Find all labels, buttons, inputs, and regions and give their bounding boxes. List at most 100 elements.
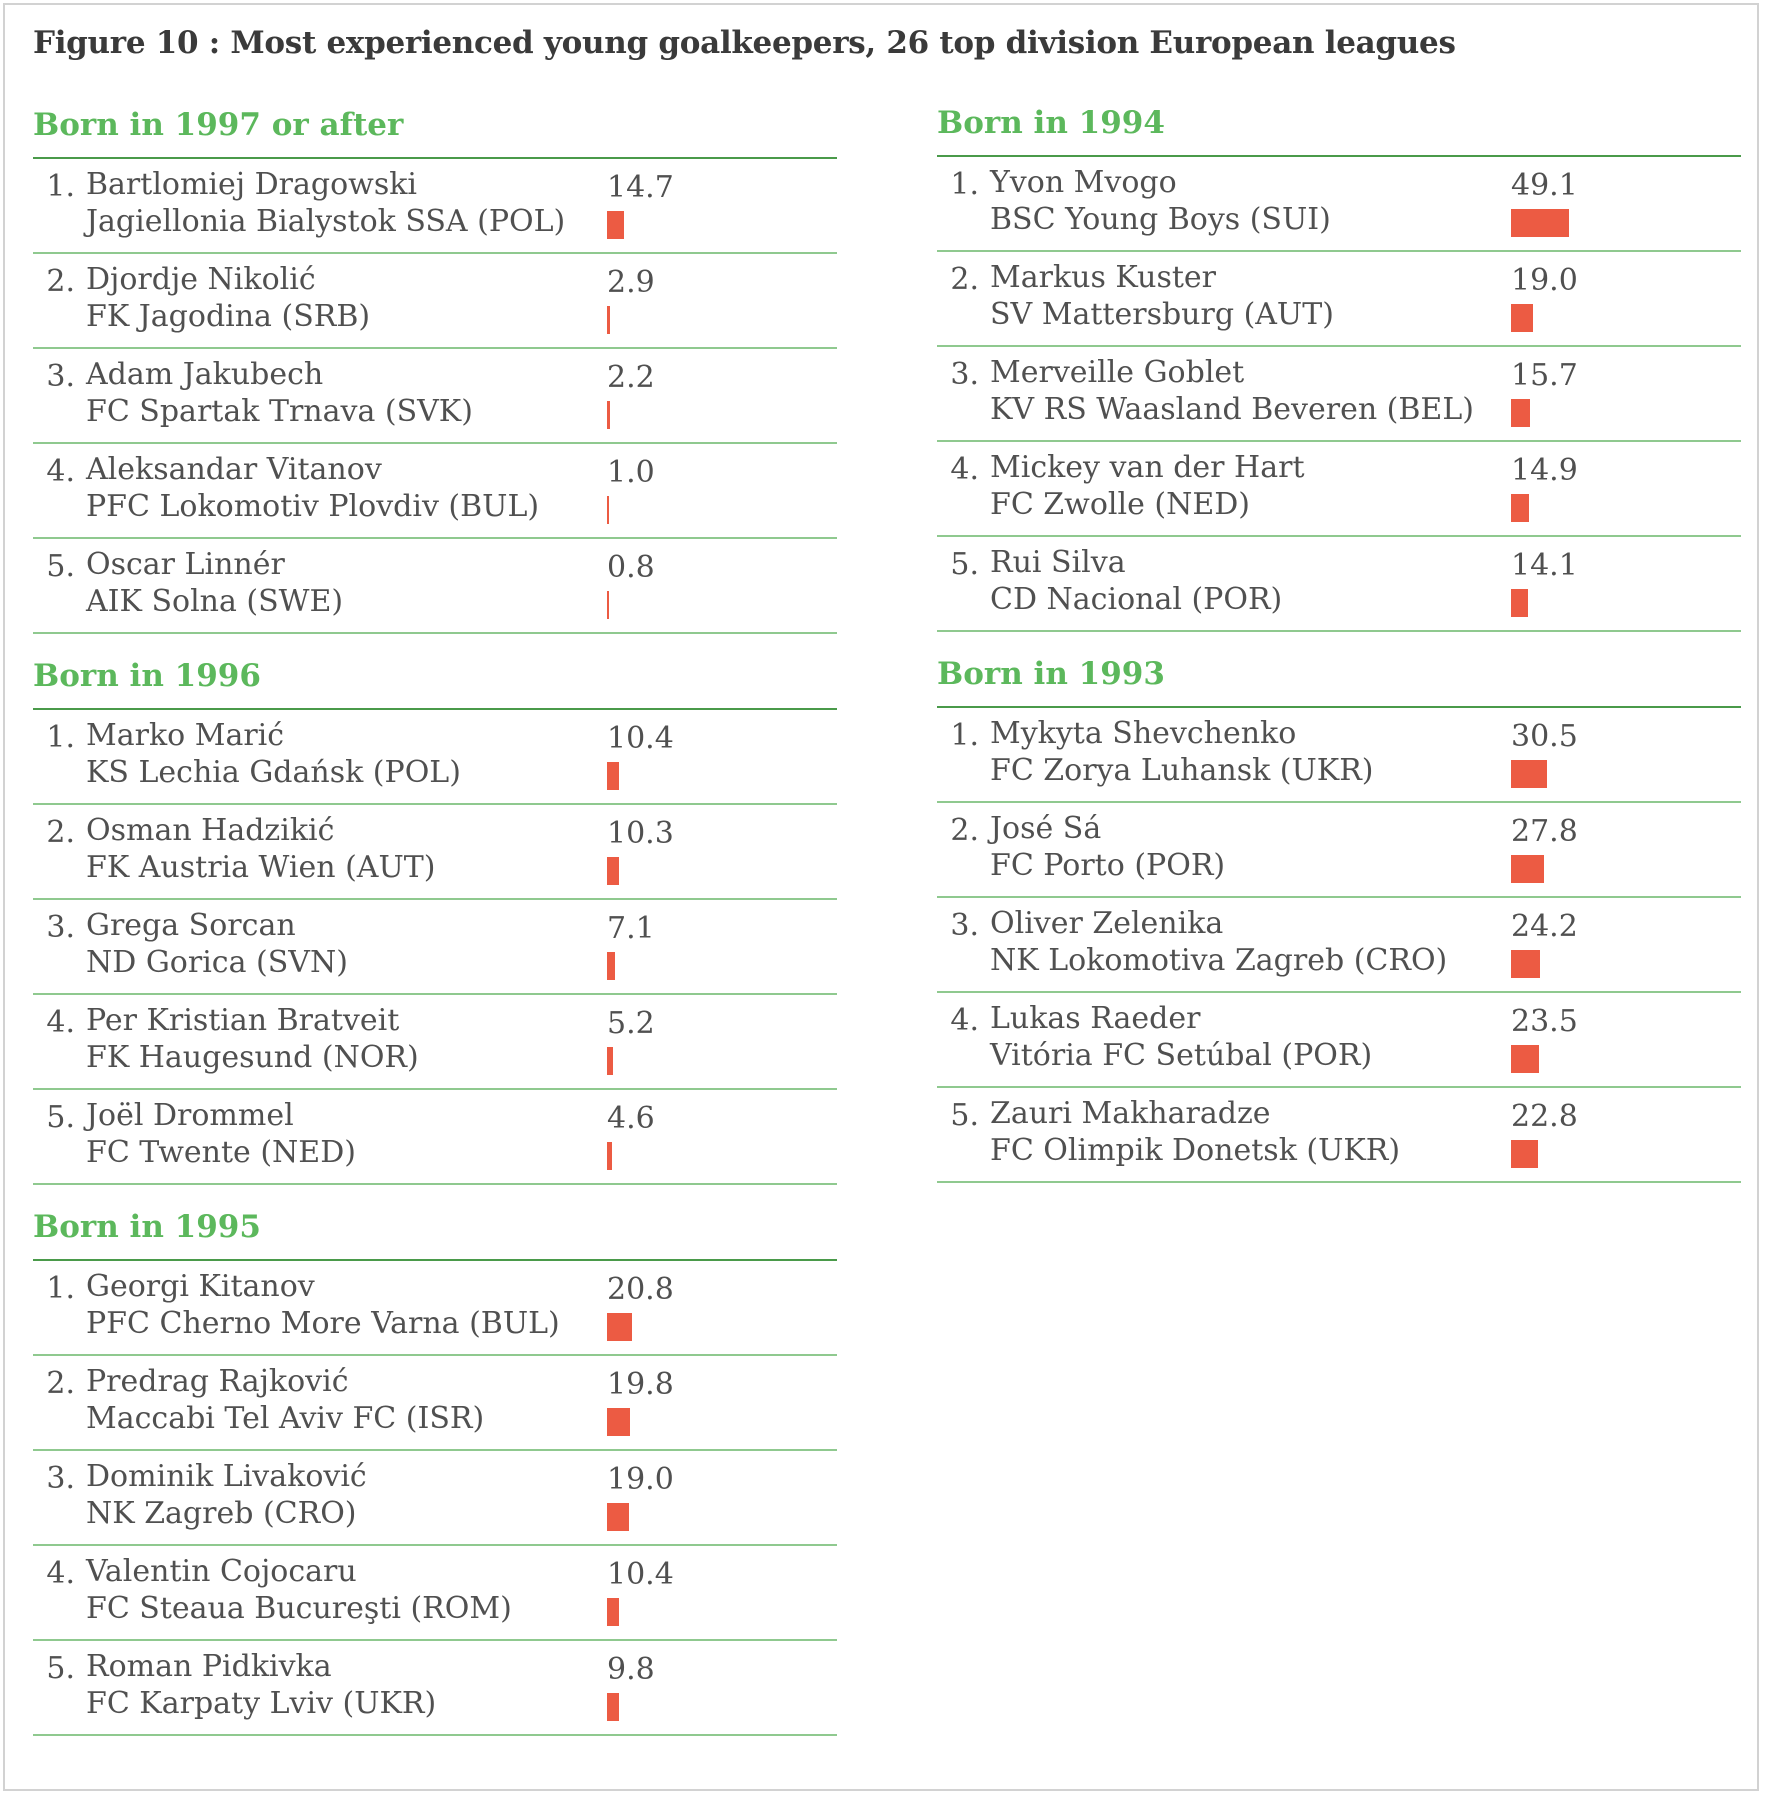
value-label: 19.8: [607, 1367, 674, 1402]
group-2: Born in 1995 1. Georgi Kitanov PFC Cherno M…: [33, 1205, 837, 1736]
club-name: NK Lokomotiva Zagreb (CRO): [990, 943, 1448, 978]
player-name: Dominik Livaković: [86, 1459, 367, 1494]
bar: [1511, 760, 1547, 788]
bar: [607, 496, 609, 524]
player-name: Valentin Cojocaru: [86, 1554, 357, 1589]
rank-label: 2.: [46, 1366, 75, 1401]
player-name: Roman Pidkivka: [86, 1649, 332, 1684]
list-item: 5. Joël Drommel FC Twente (NED) 4.6: [33, 1090, 837, 1185]
bar: [1511, 855, 1544, 883]
player-name: Rui Silva: [990, 545, 1126, 580]
list-item: 4. Lukas Raeder Vitória FC Setúbal (POR) 23…: [937, 993, 1741, 1088]
player-name: Lukas Raeder: [990, 1001, 1201, 1036]
player-name: Djordje Nikolić: [86, 262, 316, 297]
player-name: Marko Marić: [86, 718, 285, 753]
player-name: Bartlomiej Dragowski: [86, 167, 418, 202]
group-title: Born in 1993: [937, 652, 1741, 708]
rank-label: 1.: [46, 169, 75, 204]
value-label: 7.1: [607, 911, 655, 946]
bar: [607, 762, 620, 790]
list-item: 2. Predrag Rajković Maccabi Tel Aviv FC (I…: [33, 1356, 837, 1451]
bar: [607, 1408, 631, 1436]
bar: [1511, 304, 1534, 332]
group-title: Born in 1997 or after: [33, 103, 837, 159]
club-name: FC Steaua Bucureşti (ROM): [86, 1591, 512, 1626]
list-item: 4. Per Kristian Bratveit FK Haugesund (NOR…: [33, 995, 837, 1090]
bar: [607, 211, 625, 239]
group-1: Born in 1996 1. Marko Marić KS Lechia Gdańs…: [33, 654, 837, 1185]
list-item: 4. Valentin Cojocaru FC Steaua Bucureşti (…: [33, 1546, 837, 1641]
rank-label: 4.: [950, 1003, 979, 1038]
list-item: 5. Zauri Makharadze FC Olimpik Donetsk (UK…: [937, 1088, 1741, 1183]
player-name: Mickey van der Hart: [990, 450, 1305, 485]
rank-label: 5.: [46, 549, 75, 584]
rank-label: 4.: [46, 1005, 75, 1040]
player-name: Georgi Kitanov: [86, 1269, 315, 1304]
club-name: NK Zagreb (CRO): [86, 1496, 357, 1531]
club-name: PFC Lokomotiv Plovdiv (BUL): [86, 489, 540, 524]
club-name: FC Zorya Luhansk (UKR): [990, 753, 1374, 788]
group-0: Born in 1997 or after 1. Bartlomiej Dragow…: [33, 103, 837, 634]
value-label: 4.6: [607, 1101, 655, 1136]
list-item: 4. Mickey van der Hart FC Zwolle (NED) 14.9: [937, 442, 1741, 537]
club-name: FK Haugesund (NOR): [86, 1040, 419, 1075]
list-item: 1. Mykyta Shevchenko FC Zorya Luhansk (UKR…: [937, 708, 1741, 803]
bar: [607, 1598, 620, 1626]
group-title: Born in 1996: [33, 654, 837, 710]
list-item: 2. Osman Hadzikić FK Austria Wien (AUT) 10.…: [33, 805, 837, 900]
club-name: FC Twente (NED): [86, 1135, 356, 1170]
left-column: Born in 1997 or after 1. Bartlomiej Dragow…: [33, 103, 837, 1736]
club-name: FC Porto (POR): [990, 848, 1226, 883]
rank-label: 5.: [46, 1100, 75, 1135]
club-name: Jagiellonia Bialystok SSA (POL): [86, 204, 566, 239]
player-name: Per Kristian Bratveit: [86, 1003, 400, 1038]
club-name: BSC Young Boys (SUI): [990, 202, 1331, 237]
player-name: Joël Drommel: [86, 1098, 294, 1133]
list-item: 3. Adam Jakubech FC Spartak Trnava (SVK) 2.…: [33, 349, 837, 444]
value-label: 22.8: [1511, 1099, 1578, 1134]
club-name: FC Zwolle (NED): [990, 487, 1250, 522]
list-item: 2. José Sá FC Porto (POR) 27.8: [937, 803, 1741, 898]
list-item: 5. Rui Silva CD Nacional (POR) 14.1: [937, 537, 1741, 632]
rank-label: 5.: [46, 1651, 75, 1686]
list-item: 3. Dominik Livaković NK Zagreb (CRO) 19.0: [33, 1451, 837, 1546]
club-name: CD Nacional (POR): [990, 582, 1283, 617]
bar: [1511, 494, 1529, 522]
rank-label: 1.: [950, 167, 979, 202]
group-3: Born in 1994 1. Yvon Mvogo BSC Young Boys (…: [937, 101, 1741, 632]
rank-label: 3.: [46, 359, 75, 394]
player-name: Oscar Linnér: [86, 547, 285, 582]
bar: [607, 1503, 630, 1531]
figure-title: Figure 10 : Most experienced young goalk…: [33, 25, 1456, 61]
club-name: FK Jagodina (SRB): [86, 299, 371, 334]
rank-label: 1.: [46, 720, 75, 755]
player-name: Markus Kuster: [990, 260, 1216, 295]
rank-label: 5.: [950, 547, 979, 582]
value-label: 10.4: [607, 1557, 674, 1592]
club-name: PFC Cherno More Varna (BUL): [86, 1306, 560, 1341]
club-name: FC Spartak Trnava (SVK): [86, 394, 473, 429]
value-label: 24.2: [1511, 909, 1578, 944]
value-label: 2.2: [607, 360, 655, 395]
value-label: 10.3: [607, 816, 674, 851]
bar: [1511, 399, 1530, 427]
value-label: 49.1: [1511, 168, 1578, 203]
club-name: Maccabi Tel Aviv FC (ISR): [86, 1401, 485, 1436]
player-name: Osman Hadzikić: [86, 813, 335, 848]
list-item: 5. Roman Pidkivka FC Karpaty Lviv (UKR) 9.8: [33, 1641, 837, 1736]
bar: [1511, 950, 1540, 978]
player-name: Aleksandar Vitanov: [86, 452, 382, 487]
player-name: José Sá: [990, 811, 1102, 846]
list-item: 3. Oliver Zelenika NK Lokomotiva Zagreb (C…: [937, 898, 1741, 993]
club-name: KV RS Waasland Beveren (BEL): [990, 392, 1474, 427]
value-label: 5.2: [607, 1006, 655, 1041]
bar: [607, 401, 610, 429]
group-4: Born in 1993 1. Mykyta Shevchenko FC Zorya …: [937, 652, 1741, 1183]
value-label: 19.0: [1511, 263, 1578, 298]
value-label: 15.7: [1511, 358, 1578, 393]
value-label: 30.5: [1511, 719, 1578, 754]
bar: [607, 1047, 614, 1075]
value-label: 20.8: [607, 1272, 674, 1307]
rank-label: 1.: [46, 1271, 75, 1306]
club-name: AIK Solna (SWE): [86, 584, 344, 619]
